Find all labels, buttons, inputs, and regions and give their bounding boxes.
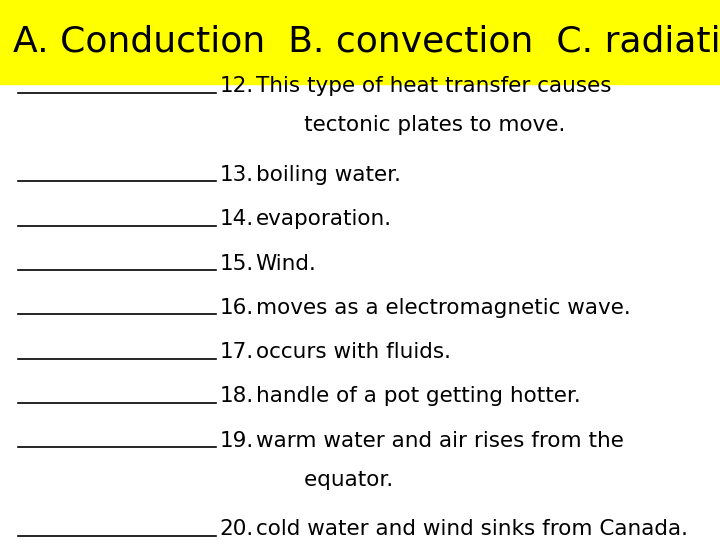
Text: equator.: equator. <box>256 469 393 490</box>
Text: occurs with fluids.: occurs with fluids. <box>256 342 451 362</box>
Text: 19.: 19. <box>220 430 254 451</box>
Text: cold water and wind sinks from Canada.: cold water and wind sinks from Canada. <box>256 519 688 539</box>
Text: A. Conduction  B. convection  C. radiation: A. Conduction B. convection C. radiation <box>13 25 720 59</box>
Text: Wind.: Wind. <box>256 253 317 274</box>
Text: tectonic plates to move.: tectonic plates to move. <box>256 115 565 136</box>
Text: 18.: 18. <box>220 386 254 407</box>
Text: 13.: 13. <box>220 165 253 185</box>
Text: 15.: 15. <box>220 253 254 274</box>
Text: This type of heat transfer causes: This type of heat transfer causes <box>256 76 611 97</box>
Text: handle of a pot getting hotter.: handle of a pot getting hotter. <box>256 386 580 407</box>
Text: evaporation.: evaporation. <box>256 209 392 230</box>
Text: 17.: 17. <box>220 342 254 362</box>
Text: boiling water.: boiling water. <box>256 165 400 185</box>
Text: 14.: 14. <box>220 209 254 230</box>
Text: warm water and air rises from the: warm water and air rises from the <box>256 430 624 451</box>
Text: moves as a electromagnetic wave.: moves as a electromagnetic wave. <box>256 298 630 318</box>
FancyBboxPatch shape <box>0 0 720 84</box>
Text: 12.: 12. <box>220 76 254 97</box>
Text: 20.: 20. <box>220 519 254 539</box>
Text: 16.: 16. <box>220 298 254 318</box>
